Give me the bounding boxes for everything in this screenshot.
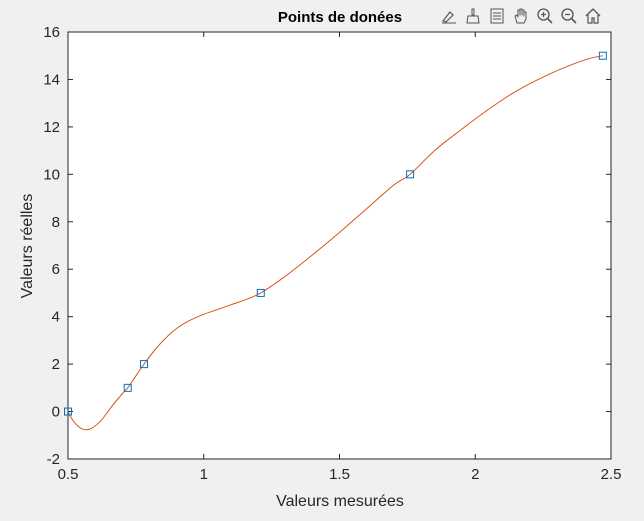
x-axis-label: Valeurs mesurées [276,493,404,510]
y-axis-label: Valeurs réelles [19,194,36,299]
y-tick-label: -2 [47,451,60,468]
y-tick-label: 14 [43,71,60,88]
data-point-marker [64,407,72,416]
data-point-marker [256,288,265,297]
fit-curve-line [67,55,603,431]
y-tick-label: 12 [43,119,60,136]
data-tips-icon[interactable] [486,5,508,27]
plot-area [67,31,612,460]
x-tick-label: 2 [471,466,479,483]
home-icon[interactable] [582,5,604,27]
y-tick-label: 0 [52,404,60,421]
x-tick-label: 1 [200,466,208,483]
data-point-marker [406,170,415,179]
pan-hand-icon[interactable] [510,5,532,27]
y-tick-label: 10 [43,166,60,183]
y-tick-label: 2 [52,356,60,373]
x-tick-label: 2.5 [601,466,622,483]
brush-icon[interactable] [462,5,484,27]
y-tick-label: 8 [52,214,60,231]
y-tick-label: 16 [43,24,60,41]
zoom-out-icon[interactable] [558,5,580,27]
axes-toolbar [438,5,604,27]
zoom-in-icon[interactable] [534,5,556,27]
y-tick-label: 4 [52,309,60,326]
data-point-marker [123,383,132,392]
chart-title: Points de donées [278,9,402,26]
data-point-marker [140,360,149,369]
edit-plot-icon[interactable] [438,5,460,27]
data-point-marker [598,51,607,60]
y-tick-label: 6 [52,261,60,278]
x-tick-label: 0.5 [58,466,79,483]
x-tick-label: 1.5 [329,466,350,483]
